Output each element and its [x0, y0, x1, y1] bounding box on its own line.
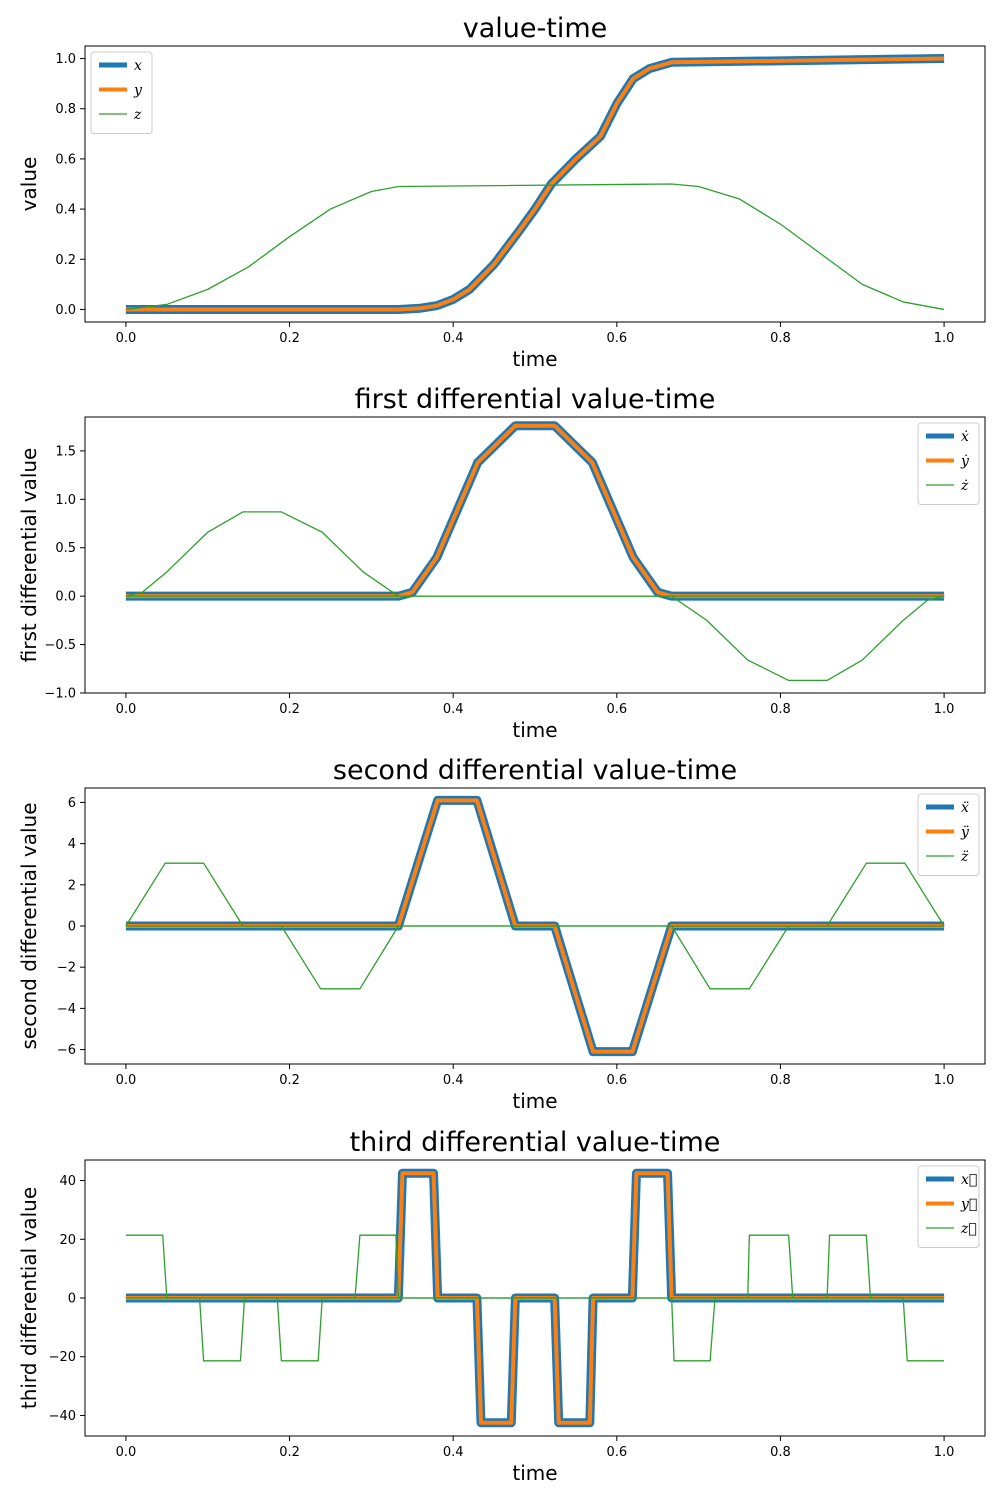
legend-label-x: x	[134, 58, 142, 74]
legend-label-z-dot: ż	[960, 478, 969, 494]
legend-label-x-dddot: x⃛	[961, 1172, 977, 1188]
legend-label-y-ddot: ÿ	[960, 825, 970, 841]
y-tick-label: 1.0	[55, 493, 76, 508]
x-tick-label: 0.6	[606, 1073, 627, 1088]
y-axis-label: value	[17, 157, 41, 212]
chart-title: value-time	[463, 13, 608, 44]
x-axis-label: time	[512, 718, 557, 742]
subplot-2: 0.0 0.2 0.4 0.6 0.8 1.0 −1.0 −0.5 0.0 0.5 1.0 1.5 fi…	[17, 384, 986, 742]
legend-label-y: y	[133, 83, 143, 99]
series-line-y-dot	[125, 423, 945, 599]
y-tick-label: 0.6	[55, 152, 76, 167]
y-tick-label: −4	[57, 1002, 76, 1017]
y-tick-label: 4	[68, 837, 76, 852]
x-tick-label: 1.0	[934, 1073, 955, 1088]
axes-frame	[84, 45, 986, 323]
x-tick-label: 0.4	[443, 1445, 464, 1460]
x-tick-label: 0.2	[279, 1073, 300, 1088]
legend-label-z-ddot: z̈	[960, 849, 969, 865]
legend: ẍÿ z̈	[917, 793, 980, 876]
legend-label-z-dddot: z⃛	[960, 1221, 977, 1237]
legend-label-x-ddot: ẍ	[961, 800, 969, 816]
legend: xyz	[90, 51, 153, 134]
legend-label-z: z	[133, 107, 142, 123]
x-tick-label: 0.0	[116, 1445, 137, 1460]
axes-frame	[84, 416, 986, 694]
y-tick-label: 0.5	[55, 541, 76, 556]
y-tick-label: −0.5	[44, 638, 76, 653]
series-group	[125, 1168, 945, 1428]
y-tick-label: 2	[68, 878, 76, 893]
x-tick-label: 0.8	[770, 1445, 791, 1460]
y-tick-label: 6	[68, 796, 76, 811]
subplot-4: 0.0 0.2 0.4 0.6 0.8 1.0 −40 −20 0 20 40 third diffe…	[17, 1127, 986, 1485]
x-tick-label: 1.0	[934, 331, 955, 346]
subplot-1: 0.0 0.2 0.4 0.6 0.8 1.0 0.0 0.2 0.4 0.6 0.8 1.0 valu…	[17, 13, 986, 371]
x-tick-label: 0.8	[770, 331, 791, 346]
y-tick-label: −6	[57, 1043, 76, 1058]
chart-title: third differential value-time	[350, 1127, 721, 1158]
x-tick-label: 0.0	[116, 702, 137, 717]
series-line-x	[125, 54, 945, 314]
y-tick-label: 0.4	[55, 203, 76, 218]
y-tick-label: 20	[59, 1233, 76, 1248]
x-tick-label: 0.2	[279, 331, 300, 346]
legend-frame	[90, 51, 153, 134]
legend: ẋẏż	[917, 422, 980, 505]
x-tick-label: 0.0	[116, 1073, 137, 1088]
x-tick-label: 0.6	[606, 1445, 627, 1460]
y-tick-label: 0	[68, 920, 76, 935]
x-tick-label: 0.0	[116, 331, 137, 346]
x-axis-label: time	[512, 1089, 557, 1113]
series-group	[125, 54, 945, 314]
legend-label-y-dddot: y⃛	[960, 1197, 977, 1213]
x-tick-label: 0.4	[443, 331, 464, 346]
y-tick-label: −40	[49, 1409, 76, 1424]
legend-frame	[917, 1165, 980, 1248]
y-tick-label: 0.2	[55, 253, 76, 268]
legend-frame	[917, 793, 980, 876]
x-tick-label: 0.2	[279, 1445, 300, 1460]
series-line-z	[125, 183, 945, 311]
legend-label-x-dot: ẋ	[961, 429, 969, 445]
x-tick-label: 1.0	[934, 702, 955, 717]
y-axis-label: third differential value	[17, 1187, 41, 1409]
subplot-3: 0.0 0.2 0.4 0.6 0.8 1.0 −6 −4 −2 0 2 4 6 second diffe…	[17, 755, 986, 1113]
x-tick-label: 0.2	[279, 702, 300, 717]
series-group	[125, 795, 945, 1057]
series-line-x-dot	[125, 421, 945, 601]
x-axis-label: time	[512, 347, 557, 371]
x-tick-label: 0.8	[770, 702, 791, 717]
legend-label-y-dot: ẏ	[960, 454, 970, 470]
y-tick-label: 40	[59, 1174, 76, 1189]
chart-title: first differential value-time	[355, 384, 716, 415]
legend-frame	[917, 422, 980, 505]
y-axis-label: second differential value	[17, 803, 41, 1050]
x-tick-label: 0.4	[443, 1073, 464, 1088]
y-axis-label: first differential value	[17, 448, 41, 663]
series-line-y	[125, 56, 945, 312]
y-tick-label: 0.0	[55, 303, 76, 318]
y-tick-label: 1.0	[55, 52, 76, 67]
x-tick-label: 0.4	[443, 702, 464, 717]
y-tick-label: −1.0	[44, 687, 76, 702]
x-tick-label: 0.6	[606, 702, 627, 717]
y-tick-label: 0	[68, 1292, 76, 1307]
legend: x⃛ y⃛ z⃛	[917, 1165, 980, 1248]
x-tick-label: 0.6	[606, 331, 627, 346]
y-tick-label: 1.5	[55, 444, 76, 459]
chart-title: second differential value-time	[333, 755, 737, 786]
x-axis-label: time	[512, 1461, 557, 1485]
y-tick-label: −2	[57, 961, 76, 976]
x-tick-label: 1.0	[934, 1445, 955, 1460]
series-group	[125, 421, 945, 682]
y-tick-label: −20	[49, 1350, 76, 1365]
x-tick-label: 0.8	[770, 1073, 791, 1088]
y-tick-label: 0.8	[55, 102, 76, 117]
y-tick-label: 0.0	[55, 590, 76, 605]
